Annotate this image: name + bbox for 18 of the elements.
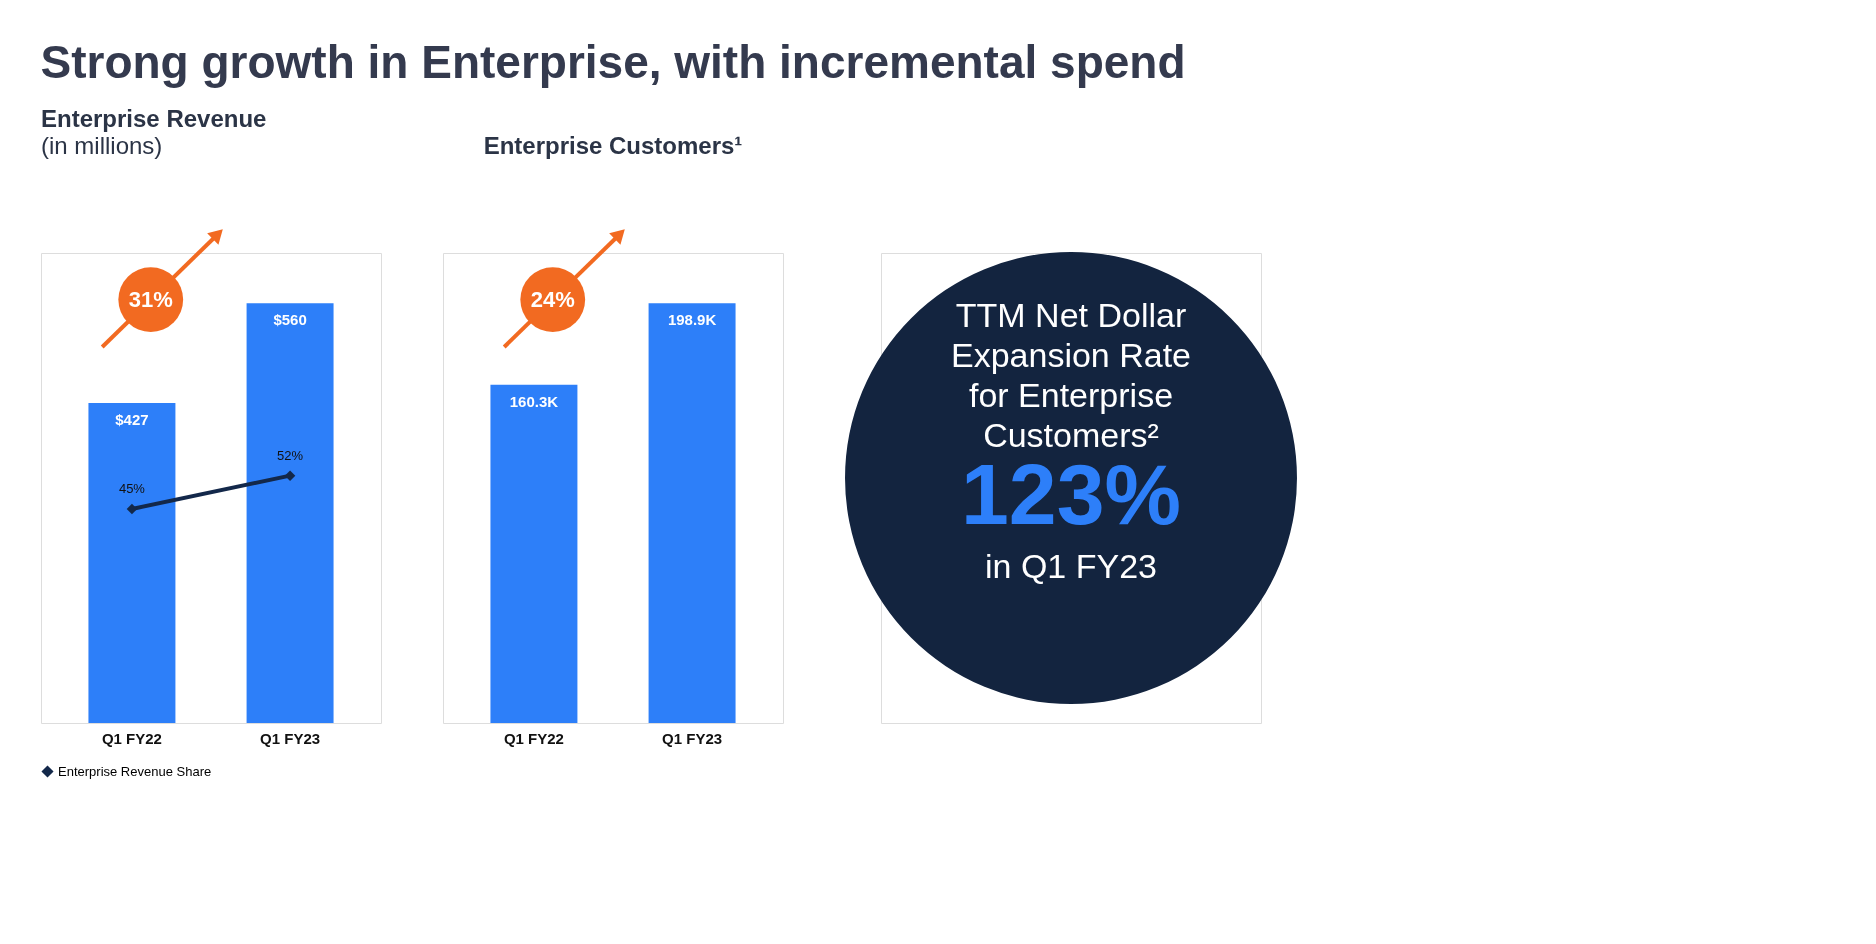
x-tick-label: Q1 FY22 <box>503 729 564 747</box>
legend-label: Enterprise Revenue Share <box>58 763 212 779</box>
chart-title: Enterprise Customers¹ <box>483 132 743 160</box>
x-tick-label: Q1 FY22 <box>101 729 162 747</box>
chart-title: Enterprise Revenue <box>41 105 267 133</box>
annotation: 31% <box>128 286 173 312</box>
x-tick-label: Q1 FY23 <box>260 729 321 747</box>
data-label: $560 <box>273 311 307 329</box>
data-label: 52% <box>277 447 304 463</box>
annotation: 24% <box>530 286 575 312</box>
x-tick-label: Q1 FY23 <box>662 729 723 747</box>
data-label: $427 <box>115 411 149 429</box>
data-label: 45% <box>118 480 146 496</box>
data-label: 160.3K <box>509 392 559 410</box>
text: Strong growth in Enterprise, with incremental spend <box>40 35 1186 88</box>
text: in Q1 FY23 <box>985 547 1157 585</box>
chart-subtitle: (in millions) <box>41 132 163 160</box>
data-label: 198.9K <box>667 311 717 329</box>
